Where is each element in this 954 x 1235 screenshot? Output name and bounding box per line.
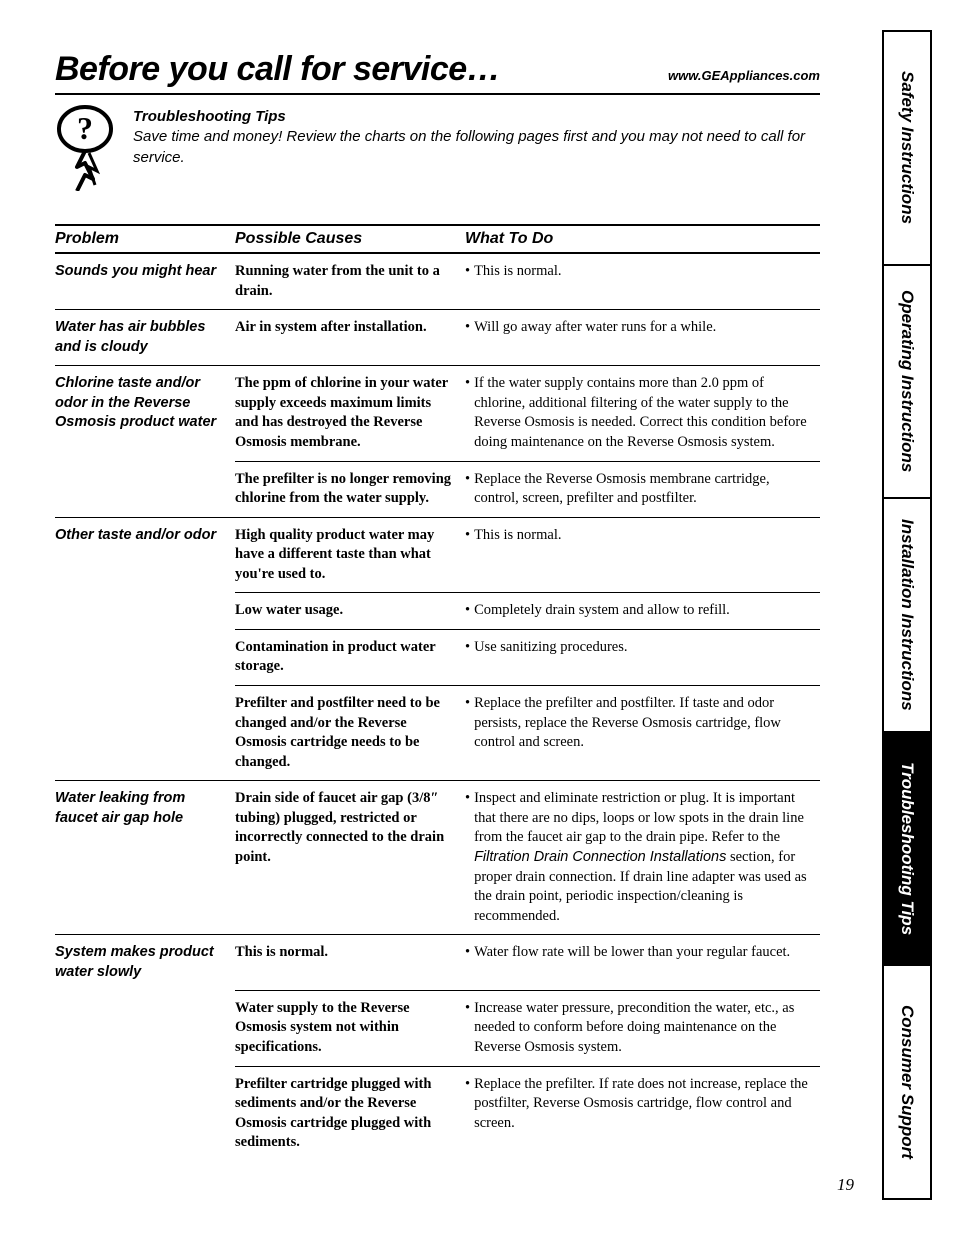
table-row: Water has air bubbles and is cloudyAir i… bbox=[55, 310, 820, 366]
cause-cell: Drain side of faucet air gap (3/8″ tubin… bbox=[235, 781, 465, 935]
table-row: Prefilter and postfilter need to be chan… bbox=[55, 686, 820, 781]
table-row: Water leaking from faucet air gap holeDr… bbox=[55, 781, 820, 935]
table-row: Prefilter cartridge plugged with sedimen… bbox=[55, 1066, 820, 1161]
todo-cell: •This is normal. bbox=[465, 517, 820, 593]
page-number: 19 bbox=[837, 1175, 854, 1195]
todo-cell: •Increase water pressure, precondition t… bbox=[465, 990, 820, 1066]
todo-cell: •Use sanitizing procedures. bbox=[465, 629, 820, 685]
side-tab[interactable]: Consumer Support bbox=[884, 966, 930, 1198]
problem-cell: Water has air bubbles and is cloudy bbox=[55, 310, 235, 366]
question-tag-icon: ? bbox=[55, 105, 115, 196]
table-row: Other taste and/or odorHigh quality prod… bbox=[55, 517, 820, 593]
cause-cell: This is normal. bbox=[235, 935, 465, 991]
table-row: Low water usage.•Completely drain system… bbox=[55, 593, 820, 630]
problem-cell: Other taste and/or odor bbox=[55, 517, 235, 593]
header-url: www.GEAppliances.com bbox=[668, 68, 820, 83]
side-tab[interactable]: Operating Instructions bbox=[884, 266, 930, 500]
todo-cell: •If the water supply contains more than … bbox=[465, 366, 820, 461]
todo-cell: •Replace the Reverse Osmosis membrane ca… bbox=[465, 461, 820, 517]
todo-cell: •Will go away after water runs for a whi… bbox=[465, 310, 820, 366]
todo-cell: •This is normal. bbox=[465, 253, 820, 310]
troubleshooting-table: Problem Possible Causes What To Do Sound… bbox=[55, 224, 820, 1161]
side-tab[interactable]: Troubleshooting Tips bbox=[884, 733, 930, 967]
problem-cell bbox=[55, 1066, 235, 1161]
page-title: Before you call for service… bbox=[55, 50, 500, 89]
table-row: System makes product water slowlyThis is… bbox=[55, 935, 820, 991]
cause-cell: The ppm of chlorine in your water supply… bbox=[235, 366, 465, 461]
table-row: Chlorine taste and/or odor in the Revers… bbox=[55, 366, 820, 461]
cause-cell: Air in system after installation. bbox=[235, 310, 465, 366]
cause-cell: Low water usage. bbox=[235, 593, 465, 630]
intro-body: Save time and money! Review the charts o… bbox=[133, 127, 820, 168]
problem-cell bbox=[55, 990, 235, 1066]
intro-heading: Troubleshooting Tips bbox=[133, 107, 820, 127]
title-row: Before you call for service… www.GEAppli… bbox=[55, 50, 820, 95]
cause-cell: Water supply to the Reverse Osmosis syst… bbox=[235, 990, 465, 1066]
side-tab[interactable]: Safety Instructions bbox=[884, 32, 930, 266]
cause-cell: Prefilter cartridge plugged with sedimen… bbox=[235, 1066, 465, 1161]
problem-cell bbox=[55, 629, 235, 685]
table-row: The prefilter is no longer removing chlo… bbox=[55, 461, 820, 517]
col-cause: Possible Causes bbox=[235, 225, 465, 253]
todo-cell: •Water flow rate will be lower than your… bbox=[465, 935, 820, 991]
problem-cell bbox=[55, 461, 235, 517]
todo-cell: •Replace the prefilter and postfilter. I… bbox=[465, 686, 820, 781]
table-row: Sounds you might hearRunning water from … bbox=[55, 253, 820, 310]
problem-cell: Water leaking from faucet air gap hole bbox=[55, 781, 235, 935]
problem-cell bbox=[55, 686, 235, 781]
cause-cell: Running water from the unit to a drain. bbox=[235, 253, 465, 310]
problem-cell: System makes product water slowly bbox=[55, 935, 235, 991]
todo-cell: •Inspect and eliminate restriction or pl… bbox=[465, 781, 820, 935]
problem-cell: Chlorine taste and/or odor in the Revers… bbox=[55, 366, 235, 461]
table-row: Water supply to the Reverse Osmosis syst… bbox=[55, 990, 820, 1066]
side-tab[interactable]: Installation Instructions bbox=[884, 499, 930, 733]
todo-cell: •Completely drain system and allow to re… bbox=[465, 593, 820, 630]
col-problem: Problem bbox=[55, 225, 235, 253]
intro-text: Troubleshooting Tips Save time and money… bbox=[133, 105, 820, 196]
cause-cell: Contamination in product water storage. bbox=[235, 629, 465, 685]
intro-block: ? Troubleshooting Tips Save time and mon… bbox=[55, 105, 820, 196]
todo-cell: •Replace the prefilter. If rate does not… bbox=[465, 1066, 820, 1161]
side-tabs: Safety InstructionsOperating Instruction… bbox=[882, 30, 932, 1200]
cause-cell: High quality product water may have a di… bbox=[235, 517, 465, 593]
cause-cell: Prefilter and postfilter need to be chan… bbox=[235, 686, 465, 781]
table-row: Contamination in product water storage.•… bbox=[55, 629, 820, 685]
problem-cell bbox=[55, 593, 235, 630]
svg-text:?: ? bbox=[77, 110, 93, 146]
col-todo: What To Do bbox=[465, 225, 820, 253]
cause-cell: The prefilter is no longer removing chlo… bbox=[235, 461, 465, 517]
problem-cell: Sounds you might hear bbox=[55, 253, 235, 310]
